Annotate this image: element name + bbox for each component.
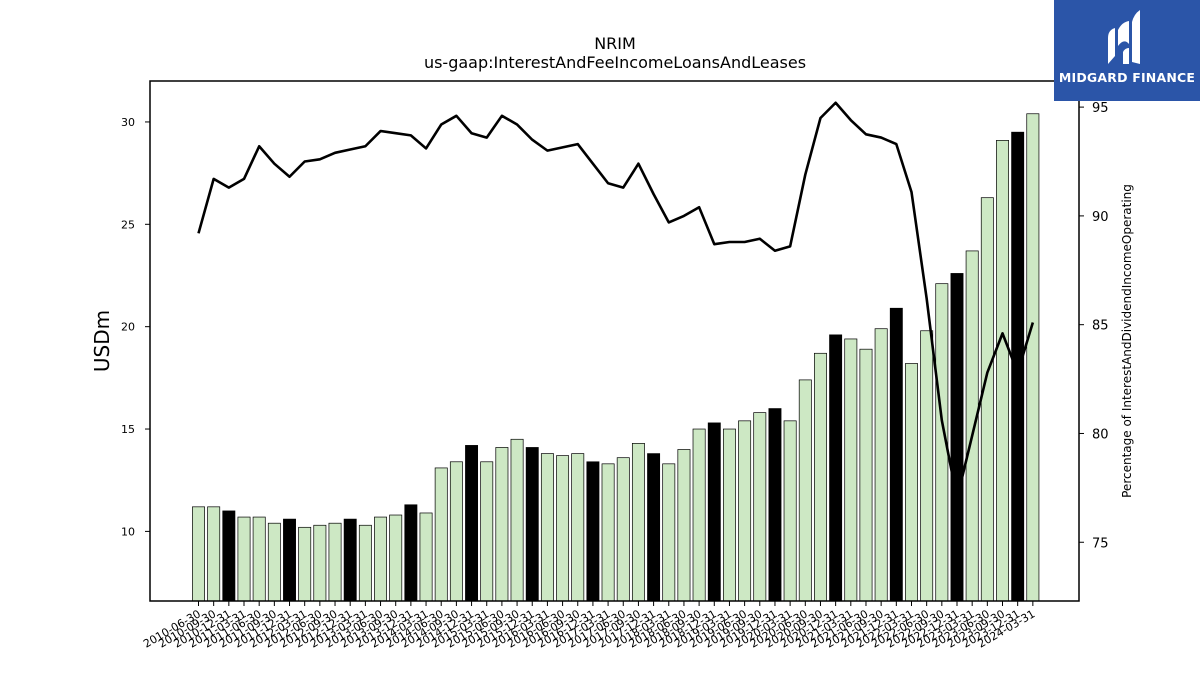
bar-2011-03-31 (237, 516, 251, 602)
bar-2020-03-31 (783, 420, 797, 602)
bar-2022-06-30 (920, 330, 934, 602)
logo-icon (1108, 10, 1140, 64)
left-axis: 10 15 20 25 30 (121, 116, 150, 538)
bar-2013-06-30 (374, 516, 387, 602)
bar-2011-12-31 (283, 518, 296, 602)
bar-2020-06-30 (798, 379, 812, 602)
bar-2021-12-31 (889, 307, 903, 602)
series-line (197, 101, 1035, 501)
bar-2012-06-30 (313, 524, 327, 602)
bar-2010-06-30 (192, 506, 205, 602)
bar-2010-12-31 (222, 510, 236, 602)
bar-2023-09-30 (996, 140, 1009, 602)
y2-tick-label: 80 (1092, 427, 1109, 442)
y2-tick-label: 90 (1092, 210, 1109, 225)
bar-2023-12-31 (1011, 131, 1025, 602)
bar-2019-09-30 (753, 412, 767, 602)
line-group (197, 101, 1035, 501)
bar-2024-03-31 (1026, 113, 1040, 602)
bar-2021-09-30 (874, 328, 888, 602)
bar-2016-12-31 (586, 461, 600, 602)
bar-2018-06-30 (677, 449, 691, 602)
bar-2023-06-30 (980, 197, 994, 602)
bar-2014-03-31 (419, 512, 433, 602)
bar-2010-09-30 (207, 506, 221, 602)
bar-2014-09-30 (449, 461, 463, 602)
bar-2011-06-30 (252, 516, 266, 602)
bar-2018-09-30 (692, 428, 706, 602)
bar-2022-12-31 (950, 273, 964, 602)
y-tick-label: 10 (121, 525, 135, 538)
bar-2013-12-31 (404, 504, 418, 602)
bar-2015-06-30 (495, 447, 509, 602)
bar-2015-03-31 (480, 461, 494, 602)
bar-2021-06-30 (859, 348, 873, 602)
bar-2015-12-31 (525, 447, 539, 602)
bar-2019-06-30 (738, 420, 752, 602)
y2-axis-label: Percentage of InterestAndDividendIncomeO… (1120, 184, 1134, 498)
bar-2022-03-31 (905, 363, 918, 602)
bar-2017-12-31 (647, 453, 661, 602)
bar-2018-12-31 (707, 422, 721, 602)
bar-2012-12-31 (343, 518, 357, 602)
bar-2020-12-31 (829, 334, 843, 602)
bar-2019-03-31 (722, 428, 736, 602)
bar-2013-09-30 (389, 514, 403, 602)
bars-group (192, 113, 1040, 602)
bar-2011-09-30 (267, 522, 281, 602)
chart-subtitle: us-gaap:InterestAndFeeIncomeLoansAndLeas… (424, 53, 806, 72)
x-axis: 2010-06-302010-09-302010-12-312011-03-31… (141, 601, 1037, 651)
y2-tick-label: 85 (1092, 319, 1109, 334)
bar-2017-09-30 (631, 443, 645, 602)
logo-text: MIDGARD FINANCE (1058, 70, 1196, 85)
bar-2017-03-31 (601, 463, 615, 602)
y2-tick-label: 75 (1092, 536, 1109, 551)
bar-2017-06-30 (616, 457, 630, 602)
y-axis-label: USDm (90, 310, 114, 372)
y2-tick-label: 95 (1092, 101, 1109, 116)
bar-2014-12-31 (465, 445, 479, 602)
bar-2020-09-30 (814, 352, 827, 602)
bar-2021-03-31 (844, 338, 858, 602)
bar-2016-09-30 (571, 453, 585, 602)
y-tick-label: 15 (121, 423, 135, 436)
bar-2023-03-31 (965, 250, 979, 602)
bar-2016-06-30 (556, 455, 570, 602)
bar-2016-03-31 (540, 453, 554, 602)
right-axis: 75 80 85 90 95 (1079, 101, 1109, 551)
bar-2019-12-31 (768, 408, 782, 602)
bar-2015-09-30 (510, 438, 524, 602)
bar-2012-03-31 (298, 526, 312, 602)
plot-frame (149, 80, 1080, 602)
bar-2018-03-31 (662, 463, 676, 602)
chart-title: NRIM (594, 34, 636, 53)
y-tick-label: 30 (121, 116, 135, 129)
logo: MIDGARD FINANCE (1054, 0, 1200, 101)
bar-2013-03-31 (358, 524, 372, 602)
y-tick-label: 20 (121, 321, 135, 334)
y-tick-label: 25 (121, 218, 135, 231)
bar-2014-06-30 (434, 467, 448, 602)
bar-2012-09-30 (328, 522, 342, 602)
